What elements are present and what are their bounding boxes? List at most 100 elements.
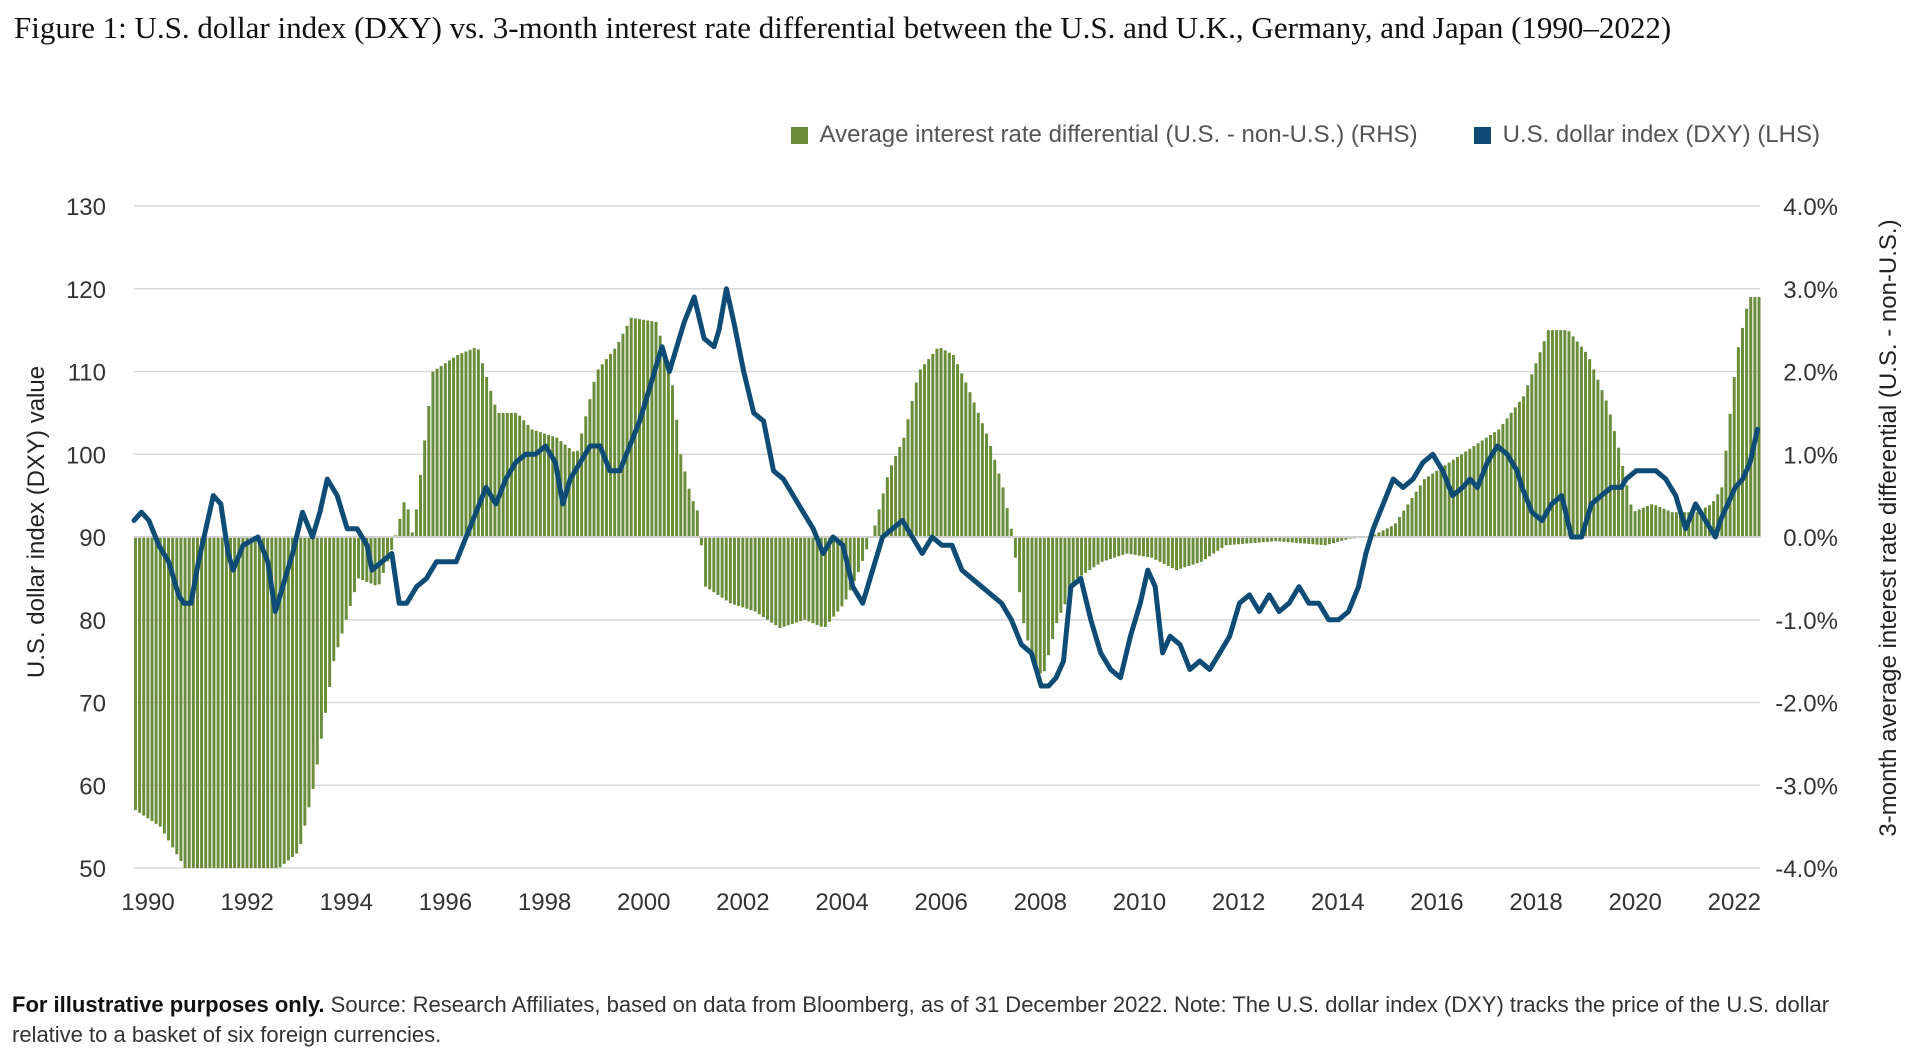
legend-swatch-line — [1473, 126, 1491, 144]
differential-bar — [906, 419, 910, 537]
differential-bar — [208, 537, 212, 868]
differential-bar — [1278, 537, 1282, 542]
differential-bar — [1621, 465, 1625, 537]
differential-bar — [1307, 537, 1311, 544]
differential-bar — [1034, 537, 1038, 667]
differential-bar — [410, 532, 414, 537]
differential-bar — [782, 537, 786, 627]
differential-bar — [774, 537, 778, 626]
differential-bar — [1121, 537, 1125, 555]
differential-bar — [402, 502, 406, 537]
differential-bar — [1641, 507, 1645, 537]
differential-bar — [352, 537, 356, 593]
differential-bar — [443, 363, 447, 537]
differential-bar — [1038, 537, 1042, 674]
differential-bar — [518, 415, 522, 537]
differential-bar — [1439, 468, 1443, 537]
differential-bar — [629, 317, 633, 537]
differential-bar — [985, 433, 988, 537]
differential-bar — [514, 412, 518, 537]
x-tick-label: 2016 — [1410, 889, 1463, 916]
differential-bar — [947, 352, 951, 537]
differential-bar — [604, 359, 608, 537]
differential-bar — [1319, 537, 1323, 545]
differential-bar — [939, 348, 943, 537]
differential-bar — [179, 537, 183, 862]
differential-bar — [274, 537, 278, 868]
differential-bar — [1245, 537, 1249, 544]
differential-bar — [1546, 330, 1550, 537]
differential-bar — [183, 537, 187, 868]
differential-bar — [538, 432, 542, 537]
differential-bar — [187, 537, 191, 868]
differential-bar — [534, 430, 538, 537]
differential-bar — [1075, 537, 1079, 579]
differential-bar — [1555, 330, 1559, 537]
differential-bar — [348, 537, 352, 606]
differential-bar — [1650, 504, 1654, 537]
differential-bar — [464, 351, 468, 537]
differential-bar — [344, 537, 348, 620]
y-left-tick-label: 100 — [66, 442, 106, 469]
differential-bar — [340, 537, 344, 634]
differential-bar — [592, 381, 596, 537]
differential-bar — [315, 537, 319, 765]
differential-bar — [1385, 528, 1389, 537]
differential-bar — [1468, 448, 1472, 537]
differential-bar — [361, 537, 365, 581]
differential-bar — [1026, 537, 1030, 641]
differential-bar — [1534, 363, 1538, 537]
differential-bar — [1526, 385, 1530, 537]
differential-bar — [1497, 429, 1501, 537]
differential-bar — [699, 537, 703, 546]
differential-bar — [1398, 517, 1402, 537]
differential-bar — [1377, 532, 1381, 537]
differential-bar — [1538, 352, 1542, 537]
differential-bar — [365, 537, 369, 582]
differential-bar — [303, 537, 307, 826]
differential-bar — [282, 537, 286, 864]
differential-bar — [794, 537, 798, 623]
differential-bar — [1137, 537, 1141, 556]
chart-title: Figure 1: U.S. dollar index (DXY) vs. 3-… — [14, 10, 1672, 45]
differential-bar — [1402, 510, 1406, 537]
differential-bar — [790, 537, 794, 624]
differential-bar — [1146, 537, 1150, 557]
x-axis-ticks: 1990 1992 1994 1996 1998 2000 2002 2004 2006 2008… — [121, 889, 1761, 916]
differential-bar — [1571, 336, 1575, 537]
differential-bar — [311, 537, 315, 789]
differential-bar — [1249, 537, 1253, 544]
y-right-tick-label: -4.0% — [1775, 856, 1838, 883]
differential-bar — [530, 429, 534, 537]
differential-bar — [1707, 505, 1711, 537]
differential-bar — [1633, 511, 1637, 537]
differential-bar — [609, 353, 613, 537]
differential-bar — [910, 400, 914, 537]
footnote: For illustrative purposes only. Source: … — [12, 990, 1902, 1050]
y-right-tick-label: 1.0% — [1783, 442, 1838, 469]
differential-bar — [439, 365, 443, 537]
differential-bar — [481, 363, 484, 537]
differential-bar — [877, 509, 881, 537]
differential-bar — [435, 368, 439, 537]
differential-bar — [1493, 432, 1497, 537]
differential-bar — [295, 537, 299, 854]
y-right-tick-label: 3.0% — [1783, 277, 1838, 304]
differential-bar — [195, 537, 199, 868]
differential-bar — [993, 459, 997, 537]
chart-svg: 50 60 70 80 90 100 110 120 130 -4.0% -3.0% -2.0% -1… — [23, 194, 1902, 916]
differential-bar — [580, 433, 584, 537]
differential-bar — [1455, 457, 1459, 537]
differential-bar — [1712, 501, 1716, 537]
differential-bar — [270, 537, 274, 868]
differential-bar — [134, 537, 137, 811]
differential-bar — [212, 537, 216, 868]
x-tick-label: 1992 — [220, 889, 273, 916]
differential-bar — [865, 537, 869, 550]
differential-bar — [1447, 462, 1451, 537]
differential-bar — [1637, 509, 1641, 537]
differential-bar — [489, 390, 493, 537]
differential-bar — [1154, 537, 1158, 560]
differential-bar — [956, 364, 960, 537]
x-tick-label: 2002 — [716, 889, 769, 916]
